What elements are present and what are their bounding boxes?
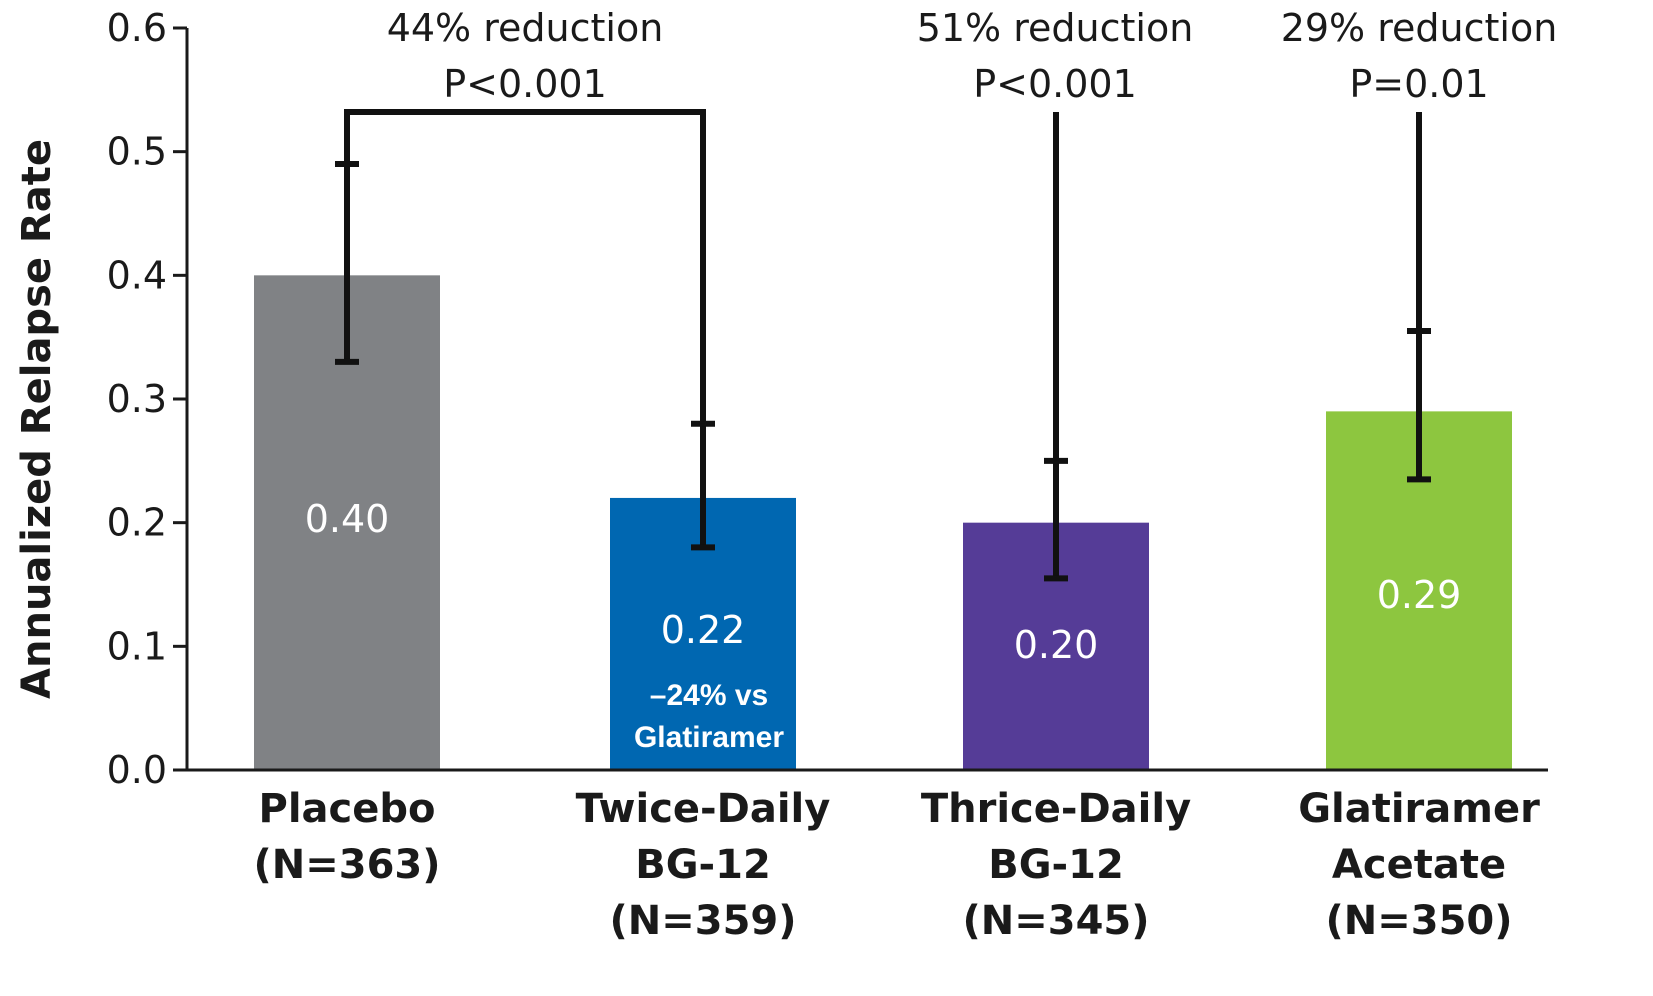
category-label-3: (N=350)	[1325, 898, 1512, 944]
comparison-label-0: 44% reduction	[387, 6, 664, 50]
y-tick-label: 0.6	[107, 6, 167, 50]
category-label-2: Thrice-Daily	[921, 786, 1191, 832]
y-axis-title: Annualized Relapse Rate	[14, 139, 60, 699]
bar-value-label-3: 0.29	[1377, 573, 1462, 617]
category-label-3: Glatiramer	[1298, 786, 1540, 832]
bar-value-label-2: 0.20	[1014, 623, 1099, 667]
category-label-3: Acetate	[1332, 842, 1506, 888]
y-tick-label: 0.0	[107, 748, 167, 792]
comparison-label-2: P=0.01	[1349, 62, 1488, 106]
category-label-1: Twice-Daily	[576, 786, 831, 832]
comparison-label-2: 29% reduction	[1281, 6, 1558, 50]
y-tick-label: 0.1	[107, 624, 167, 668]
category-label-2: (N=345)	[962, 898, 1149, 944]
bar-note-label: –24% vs	[650, 679, 768, 712]
y-tick-label: 0.5	[107, 130, 167, 174]
y-tick-label: 0.2	[107, 501, 167, 545]
category-label-0: Placebo	[259, 786, 436, 832]
category-label-2: BG-12	[988, 842, 1124, 888]
category-label-1: BG-12	[635, 842, 771, 888]
category-label-0: (N=363)	[253, 842, 440, 888]
category-label-1: (N=359)	[609, 898, 796, 944]
bar-note-label: Glatiramer	[634, 721, 784, 754]
comparison-label-1: 51% reduction	[917, 6, 1194, 50]
comparison-label-0: P<0.001	[443, 62, 607, 106]
y-tick-label: 0.3	[107, 377, 167, 421]
bar-value-label-0: 0.40	[305, 497, 390, 541]
y-tick-label: 0.4	[107, 253, 167, 297]
comparison-label-1: P<0.001	[973, 62, 1137, 106]
bar-value-label-1: 0.22	[661, 608, 746, 652]
